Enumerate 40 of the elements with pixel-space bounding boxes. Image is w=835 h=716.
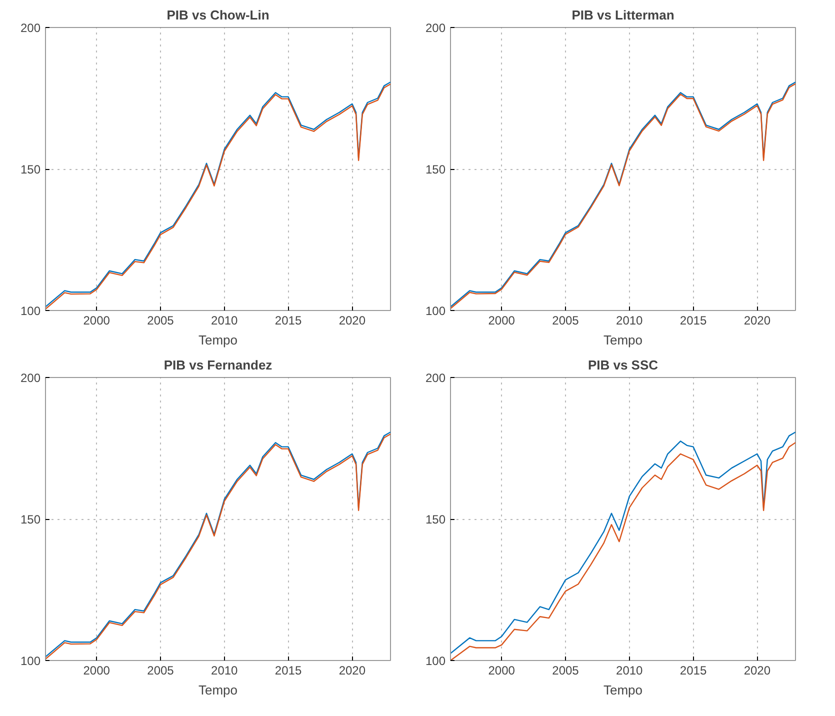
x-tick-label: 2010 xyxy=(211,314,238,328)
y-tick-label: 150 xyxy=(425,512,446,526)
x-tick-label: 2005 xyxy=(552,664,580,678)
x-tick-label: 2000 xyxy=(488,314,516,328)
x-tick-label: 2010 xyxy=(211,664,238,678)
x-tick-label: 2005 xyxy=(147,664,174,678)
x-tick-label: 2015 xyxy=(274,314,302,328)
x-tick-label: 2015 xyxy=(680,314,707,328)
y-tick-label: 150 xyxy=(20,162,41,176)
x-tick-label: 2000 xyxy=(488,664,516,678)
y-tick-label: 150 xyxy=(20,512,41,526)
x-tick-label: 2020 xyxy=(338,664,366,678)
y-tick-label: 100 xyxy=(20,304,41,318)
x-axis-title: Tempo xyxy=(198,332,238,348)
chart-title: PIB vs Chow-Lin xyxy=(166,8,270,22)
x-tick-label: 2005 xyxy=(147,314,174,328)
x-axis-title: Tempo xyxy=(603,682,643,698)
chart-title: PIB vs Litterman xyxy=(572,8,674,22)
y-tick-label: 100 xyxy=(425,304,446,318)
chart-title: PIB vs Fernandez xyxy=(164,358,273,372)
x-tick-label: 2015 xyxy=(680,664,707,678)
x-tick-label: 2020 xyxy=(744,664,771,678)
x-tick-label: 2010 xyxy=(616,664,644,678)
x-tick-label: 2020 xyxy=(744,314,771,328)
y-tick-label: 150 xyxy=(425,162,446,176)
x-axis-title: Tempo xyxy=(603,332,643,348)
chart-title: PIB vs SSC xyxy=(588,358,659,372)
y-tick-label: 100 xyxy=(20,654,41,668)
x-tick-label: 2000 xyxy=(83,664,110,678)
y-tick-label: 200 xyxy=(425,371,446,385)
x-tick-label: 2005 xyxy=(552,314,580,328)
x-tick-label: 2015 xyxy=(274,664,302,678)
x-tick-label: 2000 xyxy=(83,314,110,328)
y-tick-label: 200 xyxy=(20,21,41,35)
x-tick-label: 2020 xyxy=(338,314,366,328)
y-tick-label: 200 xyxy=(20,371,41,385)
y-tick-label: 200 xyxy=(425,21,446,35)
y-tick-label: 100 xyxy=(425,654,446,668)
x-tick-label: 2010 xyxy=(616,314,644,328)
x-axis-title: Tempo xyxy=(198,682,238,698)
